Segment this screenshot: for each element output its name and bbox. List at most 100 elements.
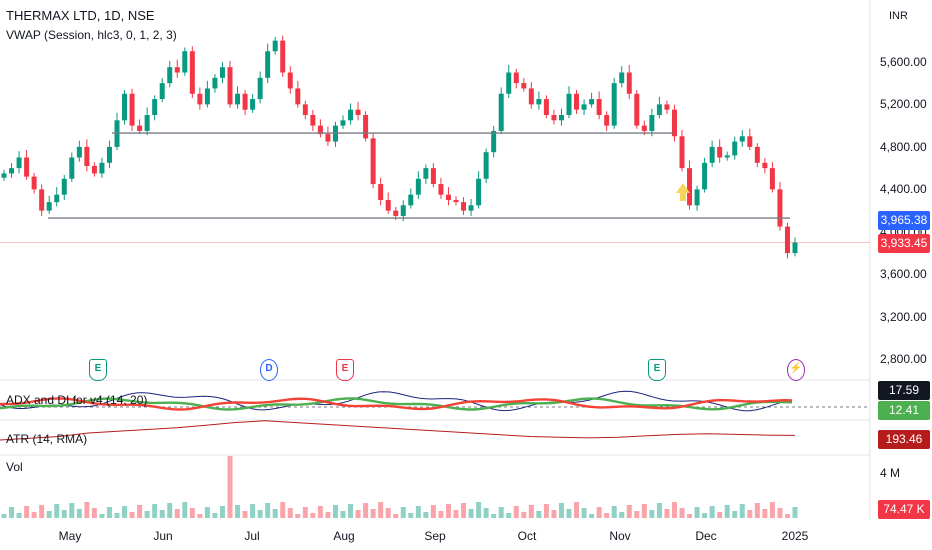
volume-bar — [310, 513, 316, 518]
volume-bar — [732, 511, 738, 518]
atr-legend[interactable]: ATR (14, RMA) — [6, 432, 88, 446]
adx-value-tag: 17.59 — [878, 381, 930, 400]
candle-body — [69, 157, 75, 179]
volume-bar — [566, 509, 572, 518]
volume-bar — [272, 509, 278, 518]
candle-body — [174, 67, 180, 73]
volume-bar — [370, 509, 376, 518]
arrow-marker — [676, 183, 690, 201]
volume-bar — [219, 506, 225, 518]
time-tick-label: Aug — [333, 529, 355, 543]
volume-bar — [423, 512, 429, 518]
di-value-tag: 12.41 — [878, 401, 930, 420]
volume-bar — [1, 514, 7, 518]
volume-bar — [453, 510, 459, 518]
candle-body — [197, 93, 203, 105]
atr-value-tag: 193.46 — [878, 430, 930, 449]
volume-bar — [144, 511, 150, 518]
volume-axis-label: 4 M — [880, 466, 901, 480]
volume-legend[interactable]: Vol — [6, 460, 23, 474]
volume-bar — [717, 512, 723, 518]
candle-body — [513, 72, 519, 84]
candle-body — [1, 173, 7, 178]
candle-body — [792, 242, 798, 254]
volume-bar — [31, 512, 37, 518]
volume-bar — [649, 510, 655, 518]
candle-body — [302, 104, 308, 115]
volume-bar — [99, 514, 105, 518]
candle-body — [438, 184, 444, 195]
candle-body — [754, 146, 760, 163]
volume-bar — [611, 506, 617, 518]
time-tick-label: Dec — [695, 529, 717, 543]
candle-body — [747, 136, 753, 147]
candle-body — [528, 88, 534, 105]
event-marker[interactable]: E — [648, 359, 666, 381]
last-price-tag: 3,933.45 — [878, 233, 930, 253]
volume-bar — [483, 508, 489, 518]
candle-body — [596, 99, 602, 115]
candle-body — [46, 202, 52, 211]
adx-legend[interactable]: ADX and DI for v4 (14, 20) — [6, 393, 148, 407]
candle-body — [9, 168, 15, 174]
volume-bar — [122, 506, 128, 518]
candle-body — [649, 115, 655, 131]
candle-body — [16, 157, 22, 169]
volume-bar — [54, 504, 60, 518]
candle-body — [265, 51, 271, 78]
candle-body — [687, 168, 693, 206]
volume-bar — [430, 505, 436, 518]
volume-bar — [596, 507, 602, 518]
candle-body — [167, 67, 173, 84]
volume-bar — [332, 505, 338, 518]
candle-body — [325, 134, 331, 142]
volume-bar — [61, 510, 67, 518]
price-tick-label: 5,600.00 — [880, 54, 927, 69]
candle-body — [461, 202, 467, 211]
event-marker[interactable]: E — [336, 359, 354, 381]
volume-bar — [242, 511, 248, 518]
volume-value-tag: 74.47 K — [878, 500, 930, 519]
candle-body — [76, 146, 82, 158]
vwap-legend[interactable]: VWAP (Session, hlc3, 0, 1, 2, 3) — [6, 28, 177, 42]
candle-body — [242, 93, 248, 110]
candle-body — [31, 176, 37, 190]
volume-bar — [604, 513, 610, 518]
volume-bar — [280, 502, 286, 518]
volume-bar — [415, 506, 421, 518]
time-tick-label: 2025 — [781, 529, 809, 543]
candle-body — [671, 109, 677, 137]
candle-body — [423, 168, 429, 179]
volume-bar — [257, 510, 263, 518]
candle-body — [574, 93, 580, 110]
candle-body — [99, 162, 105, 174]
price-tick-label: 3,600.00 — [880, 267, 927, 282]
volume-bar — [167, 503, 173, 518]
candle-body — [453, 200, 459, 203]
time-tick-label: Jul — [244, 529, 260, 543]
candle-body — [144, 115, 150, 131]
volume-bar — [378, 502, 384, 518]
candle-body — [385, 200, 391, 211]
candle-body — [91, 166, 97, 174]
volume-bar — [385, 508, 391, 518]
time-tick-label: Sep — [424, 529, 446, 543]
currency-label[interactable]: INR — [889, 10, 908, 22]
candle-body — [393, 210, 399, 216]
candle-body — [182, 51, 188, 73]
volume-bar — [619, 512, 625, 518]
candle-body — [739, 136, 745, 142]
event-marker[interactable]: E — [89, 359, 107, 381]
volume-bar — [152, 504, 158, 518]
candle-body — [400, 205, 406, 216]
event-marker[interactable]: ⚡ — [787, 359, 805, 381]
candle-body — [106, 146, 112, 163]
volume-bar — [671, 502, 677, 518]
volume-bar — [709, 506, 715, 518]
candle-body — [604, 115, 610, 126]
price-tick-label: 2,800.00 — [880, 352, 927, 367]
candle-body — [626, 72, 632, 94]
price-tick-label: 4,800.00 — [880, 139, 927, 154]
event-marker[interactable]: D — [260, 359, 278, 381]
